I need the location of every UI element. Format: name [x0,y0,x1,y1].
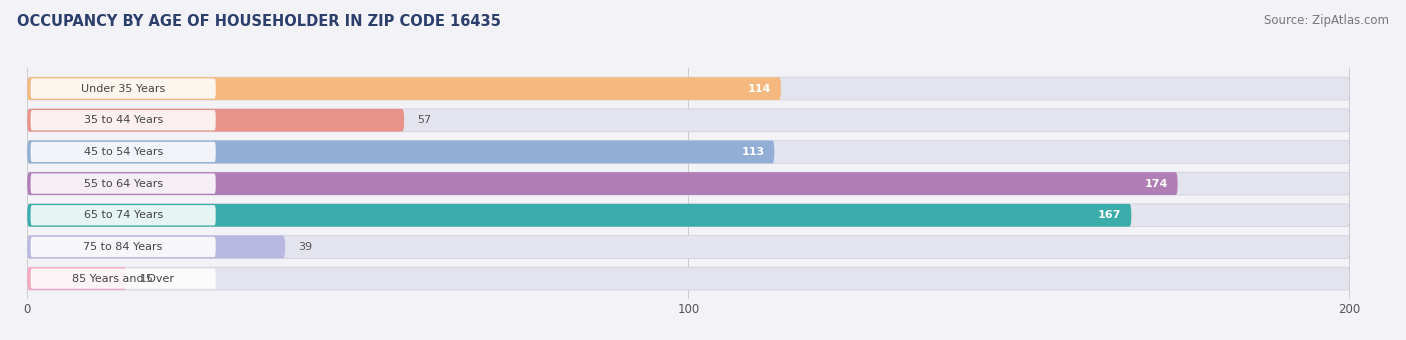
FancyBboxPatch shape [27,172,1178,195]
Text: 167: 167 [1098,210,1122,220]
Text: Source: ZipAtlas.com: Source: ZipAtlas.com [1264,14,1389,27]
Text: 85 Years and Over: 85 Years and Over [72,274,174,284]
FancyBboxPatch shape [27,236,285,258]
FancyBboxPatch shape [27,267,127,290]
FancyBboxPatch shape [31,269,215,289]
Text: 45 to 54 Years: 45 to 54 Years [83,147,163,157]
FancyBboxPatch shape [31,142,215,162]
Text: 15: 15 [139,274,153,284]
FancyBboxPatch shape [27,204,1350,227]
Text: 35 to 44 Years: 35 to 44 Years [83,115,163,125]
FancyBboxPatch shape [27,77,780,100]
FancyBboxPatch shape [31,110,215,131]
Text: OCCUPANCY BY AGE OF HOUSEHOLDER IN ZIP CODE 16435: OCCUPANCY BY AGE OF HOUSEHOLDER IN ZIP C… [17,14,501,29]
FancyBboxPatch shape [27,77,1350,100]
FancyBboxPatch shape [27,109,404,132]
FancyBboxPatch shape [27,140,775,163]
FancyBboxPatch shape [27,267,1350,290]
Text: 114: 114 [748,84,770,94]
Text: 113: 113 [741,147,765,157]
FancyBboxPatch shape [31,237,215,257]
Text: Under 35 Years: Under 35 Years [82,84,166,94]
Text: 39: 39 [298,242,312,252]
Text: 75 to 84 Years: 75 to 84 Years [83,242,163,252]
FancyBboxPatch shape [27,109,1350,132]
FancyBboxPatch shape [27,172,1350,195]
Text: 65 to 74 Years: 65 to 74 Years [83,210,163,220]
FancyBboxPatch shape [31,205,215,225]
Text: 57: 57 [418,115,432,125]
Text: 174: 174 [1144,178,1167,189]
FancyBboxPatch shape [31,173,215,194]
FancyBboxPatch shape [27,204,1132,227]
FancyBboxPatch shape [27,140,1350,163]
FancyBboxPatch shape [27,236,1350,258]
FancyBboxPatch shape [31,79,215,99]
Text: 55 to 64 Years: 55 to 64 Years [83,178,163,189]
